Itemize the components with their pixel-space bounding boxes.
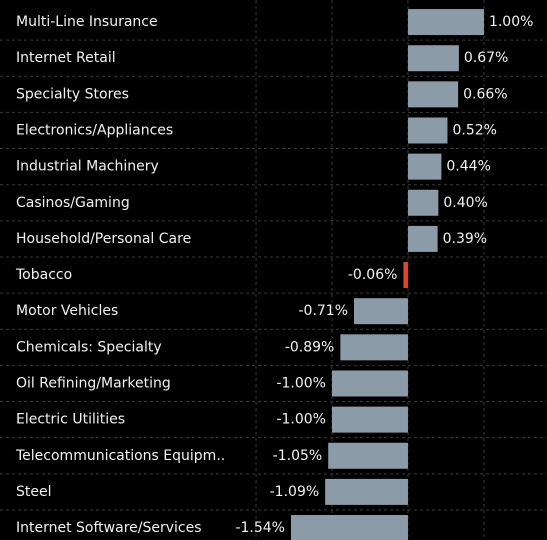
value-label: -1.05% [273,448,323,464]
value-label: 1.00% [489,14,533,30]
value-label: -1.09% [270,484,320,500]
category-label: Internet Software/Services [16,520,202,536]
category-label: Oil Refining/Marketing [16,375,171,391]
category-label: Chemicals: Specialty [16,339,162,355]
bar [325,478,408,505]
value-label: 0.44% [446,159,490,175]
value-label: 0.39% [443,231,487,247]
value-label: 0.66% [463,86,507,102]
category-label: Household/Personal Care [16,231,191,247]
category-label: Tobacco [15,267,72,283]
value-label: -0.89% [285,339,335,355]
value-label: -1.54% [235,520,285,536]
value-label: 0.52% [452,122,496,138]
category-label: Telecommunications Equipm.. [15,448,225,464]
bar [407,189,439,216]
bar [331,406,408,433]
bar [331,370,408,397]
bar [340,334,408,361]
category-label: Casinos/Gaming [16,195,130,211]
value-label: -0.71% [298,303,348,319]
category-label: Multi-Line Insurance [16,14,158,30]
bar [354,298,408,325]
bar [407,117,448,144]
bar [407,9,484,36]
bar [328,442,408,469]
value-label: 0.67% [464,50,508,66]
category-label: Steel [16,484,52,500]
value-label: 0.40% [443,195,487,211]
category-label: Internet Retail [16,50,116,66]
category-label: Specialty Stores [16,86,129,102]
category-label: Industrial Machinery [16,159,159,175]
bar [403,262,408,289]
value-label: -1.00% [276,412,326,428]
bar [407,45,459,72]
bar [407,81,459,108]
value-label: -1.00% [276,375,326,391]
bar [290,515,408,540]
bar [407,225,438,252]
category-label: Electric Utilities [16,412,125,428]
category-label: Electronics/Appliances [16,122,173,138]
value-label: -0.06% [348,267,398,283]
category-label: Motor Vehicles [16,303,118,319]
bar [407,153,442,180]
